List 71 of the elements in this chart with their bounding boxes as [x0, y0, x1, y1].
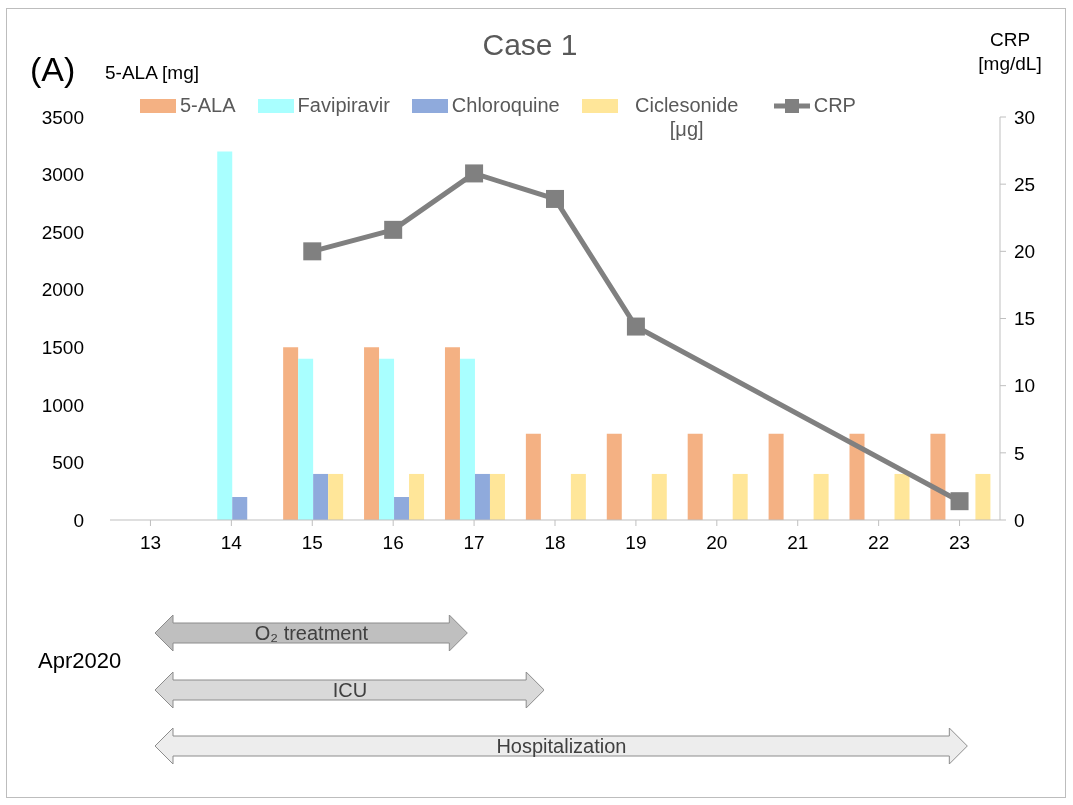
bar [894, 473, 910, 520]
bar [328, 473, 344, 520]
y-tick-label: 0 [73, 509, 84, 531]
bar [394, 496, 410, 520]
bar [459, 358, 475, 520]
x-tick-label: 17 [463, 532, 485, 554]
text: Hospitalization [495, 734, 628, 758]
bar [606, 433, 622, 520]
text: ICU [331, 678, 369, 702]
x-tick-label: 20 [706, 532, 728, 554]
y-tick-label: 1500 [41, 337, 84, 359]
x-tick-label: 13 [139, 532, 162, 554]
bar [232, 496, 248, 520]
y-tick-label: 3500 [41, 106, 84, 128]
y2-tick-label: 25 [1014, 173, 1036, 195]
legend-label: Chloroquine [451, 93, 560, 117]
x-tick-label: 23 [948, 532, 971, 554]
bar [732, 473, 748, 520]
y-axis-title: 5-ALA [mg] [105, 62, 199, 84]
y2-tick-label: 0 [1014, 509, 1025, 531]
y2-tick-label: 30 [1014, 106, 1036, 128]
bar [975, 473, 991, 520]
chart-title: Case 1 [482, 28, 578, 61]
bar [768, 433, 784, 520]
y2-axis-title: CRP [mg/dL] [977, 28, 1043, 76]
y-tick-label: 2000 [41, 279, 84, 301]
x-tick-label: 21 [787, 532, 809, 554]
bar [217, 151, 233, 520]
x-tick-label: 18 [544, 532, 566, 554]
point [950, 492, 969, 511]
bar [813, 473, 829, 520]
point [303, 242, 322, 261]
bar [298, 358, 314, 520]
bar [489, 473, 505, 520]
bar [313, 473, 329, 520]
x-tick-label: 16 [382, 532, 404, 554]
bar [283, 347, 299, 520]
y2-tick-label: 10 [1014, 375, 1036, 397]
y-tick-label: 3000 [41, 164, 84, 186]
bar [570, 473, 586, 520]
legend-label: Ciclesonide [μg] [634, 93, 740, 141]
text: O₂ treatment [253, 621, 370, 645]
legend-label: 5-ALA [180, 93, 236, 117]
bar [687, 433, 703, 520]
point [626, 317, 645, 336]
bar [409, 473, 425, 520]
bar [849, 433, 865, 520]
point [384, 220, 403, 239]
bar [651, 473, 667, 520]
x-tick-label: 22 [868, 532, 890, 554]
bar [525, 433, 541, 520]
point [546, 189, 564, 208]
x-tick-label: 14 [220, 532, 243, 554]
bar [474, 473, 490, 520]
y2-tick-label: 15 [1014, 308, 1036, 330]
bar [364, 347, 380, 520]
legend-label: CRP [813, 93, 856, 117]
bar [379, 358, 395, 520]
legend-label: Favipiravir [297, 93, 390, 117]
y2-tick-label: 5 [1014, 442, 1025, 464]
point [465, 164, 484, 183]
bar [930, 433, 946, 520]
x-tick-label: 15 [301, 532, 323, 554]
y-tick-label: 2500 [41, 221, 84, 243]
y-tick-label: 500 [52, 452, 84, 474]
y2-tick-label: 20 [1014, 241, 1036, 263]
x-tick-label: 19 [625, 532, 647, 554]
text: Apr2020 [38, 648, 122, 674]
y-tick-label: 1000 [41, 394, 84, 416]
text: (A) [30, 50, 76, 89]
bar [444, 347, 460, 520]
